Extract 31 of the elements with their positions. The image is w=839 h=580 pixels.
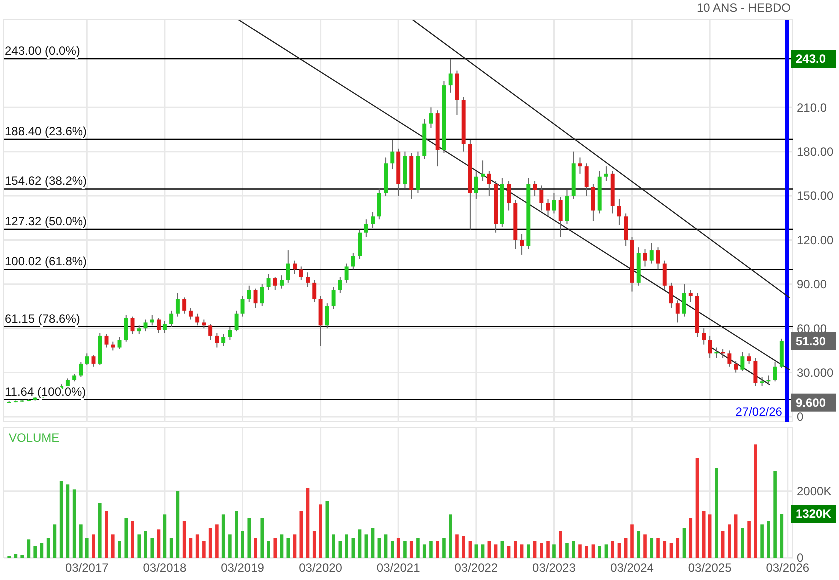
x-tick-label: 03/2020 <box>299 561 343 575</box>
ref-line-label: 100.02 (61.8%) <box>5 254 88 269</box>
y-tick-label: 90.00 <box>797 278 828 292</box>
y-tick-label: 0 <box>797 410 804 424</box>
ref-line-label: 154.62 (38.2%) <box>5 174 88 188</box>
text: 1320K <box>796 507 832 522</box>
x-tick-label: 03/2023 <box>532 561 576 575</box>
ref-line-label: 127.32 (50.0%) <box>5 214 88 228</box>
x-tick-label: 03/2026 <box>766 561 810 575</box>
x-tick-label: 03/2022 <box>454 561 498 575</box>
text: 51.30 <box>796 334 826 349</box>
text: 9.600 <box>796 396 826 410</box>
y-tick-label: 180.00 <box>797 145 834 160</box>
x-tick-label: 03/2018 <box>143 561 187 575</box>
ref-line-label: 27/02/26 <box>736 405 783 419</box>
chart-title: VOLUME <box>9 431 60 445</box>
ref-line-label: 188.40 (23.6%) <box>5 124 88 138</box>
x-tick-label: 03/2025 <box>688 561 732 575</box>
y-tick-label: 120.00 <box>797 233 834 248</box>
x-tick-label: 03/2017 <box>65 561 110 575</box>
y-tick-label: 2000K <box>797 484 832 499</box>
text: 243.0 <box>796 52 826 66</box>
x-tick-label: 03/2024 <box>610 561 654 575</box>
x-tick-label: 03/2021 <box>376 561 421 575</box>
ref-line-label: 61.15 (78.6%) <box>5 312 80 326</box>
ref-line-label: 243.00 (0.0%) <box>5 44 80 58</box>
y-tick-label: 30.000 <box>797 366 834 380</box>
y-tick-label: 210.0 <box>797 100 828 115</box>
chart-subtitle: 10 ANS - HEBDO <box>696 1 791 15</box>
x-tick-label: 03/2019 <box>221 561 265 575</box>
y-tick-label: 150.00 <box>797 189 834 204</box>
